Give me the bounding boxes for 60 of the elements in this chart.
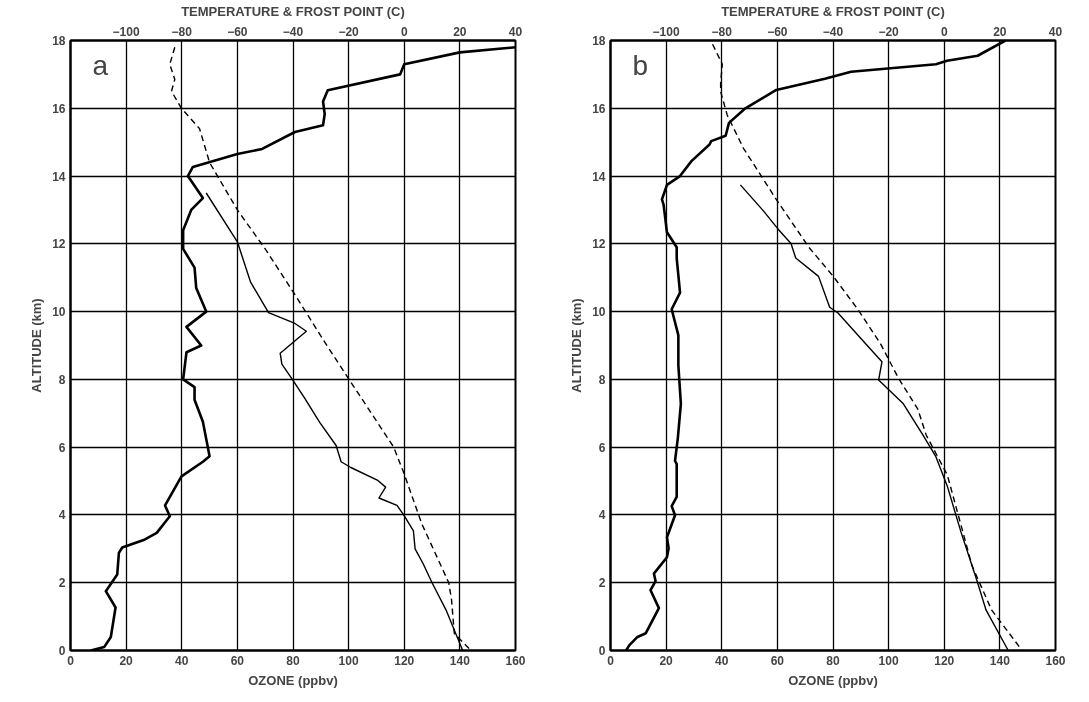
y-tick-label: 16 <box>52 101 66 116</box>
y-tick-label: 6 <box>58 440 66 455</box>
y-tick-label: 4 <box>58 508 66 523</box>
y-tick-label: 8 <box>58 372 66 387</box>
x-tick-label: 160 <box>1045 653 1066 668</box>
y-tick-label: 18 <box>52 34 66 48</box>
x2-tick-label: −60 <box>227 24 248 39</box>
x2-tick-label: 0 <box>400 24 408 39</box>
y-axis-title: ALTITUDE (km) <box>29 298 45 393</box>
x-tick-label: 20 <box>659 653 674 668</box>
y-tick-label: 14 <box>592 169 606 184</box>
x2-tick-label: −100 <box>652 24 680 39</box>
y-tick-label: 12 <box>592 237 606 252</box>
x2-axis-title: TEMPERATURE & FROST POINT (C) <box>181 3 405 19</box>
x2-tick-label: −40 <box>822 24 844 39</box>
x2-tick-label: −80 <box>171 24 193 39</box>
x2-tick-label: 20 <box>993 24 1007 39</box>
x2-tick-label: −20 <box>878 24 900 39</box>
x2-tick-label: −60 <box>767 24 788 39</box>
y-tick-label: 2 <box>58 576 66 591</box>
annotation: a <box>92 49 109 81</box>
x-tick-label: 60 <box>770 653 785 668</box>
y-tick-label: 10 <box>52 305 66 320</box>
y-tick-label: 0 <box>58 644 66 658</box>
y-tick-label: 2 <box>598 576 606 591</box>
x-tick-label: 100 <box>338 653 359 668</box>
x2-axis-title: TEMPERATURE & FROST POINT (C) <box>721 3 945 19</box>
y-tick-label: 6 <box>598 440 606 455</box>
y-tick-label: 10 <box>592 305 606 320</box>
x-tick-label: 140 <box>449 653 471 668</box>
x-tick-label: 120 <box>934 653 955 668</box>
x-tick-label: 20 <box>119 653 134 668</box>
x-tick-label: 120 <box>394 653 415 668</box>
y-tick-label: 18 <box>592 34 606 48</box>
x-axis-title: OZONE (ppbv) <box>788 672 878 688</box>
x2-tick-label: 40 <box>508 24 523 39</box>
y-tick-label: 12 <box>52 237 66 252</box>
x2-tick-label: 20 <box>453 24 467 39</box>
x-tick-label: 160 <box>505 653 526 668</box>
x-tick-label: 60 <box>230 653 245 668</box>
y-axis-title: ALTITUDE (km) <box>569 298 585 393</box>
y-tick-label: 4 <box>598 508 606 523</box>
y-tick-label: 16 <box>592 101 606 116</box>
y-tick-label: 8 <box>598 372 606 387</box>
x-axis-title: OZONE (ppbv) <box>248 672 338 688</box>
y-tick-label: 0 <box>598 644 606 658</box>
x-tick-label: 140 <box>989 653 1011 668</box>
x-tick-label: 40 <box>175 653 189 668</box>
x2-tick-label: −40 <box>282 24 304 39</box>
x2-tick-label: −100 <box>112 24 140 39</box>
x-tick-label: 80 <box>286 653 300 668</box>
x-tick-label: 100 <box>878 653 899 668</box>
x2-tick-label: 40 <box>1048 24 1063 39</box>
x2-tick-label: −20 <box>338 24 360 39</box>
annotation: b <box>632 49 649 81</box>
x-tick-label: 40 <box>715 653 729 668</box>
x2-tick-label: −80 <box>711 24 733 39</box>
x-tick-label: 80 <box>826 653 840 668</box>
y-tick-label: 14 <box>52 169 66 184</box>
x2-tick-label: 0 <box>940 24 948 39</box>
